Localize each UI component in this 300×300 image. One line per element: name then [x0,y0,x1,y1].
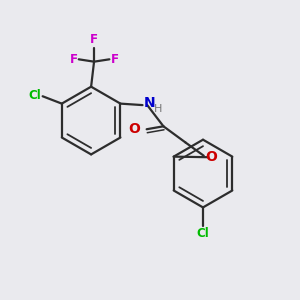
Text: Cl: Cl [196,227,209,240]
Text: F: F [70,53,78,66]
Text: O: O [205,150,217,164]
Text: H: H [154,103,162,114]
Text: F: F [90,33,98,46]
Text: F: F [110,53,118,66]
Text: N: N [144,96,155,110]
Text: Cl: Cl [29,89,41,102]
Text: O: O [128,122,140,136]
